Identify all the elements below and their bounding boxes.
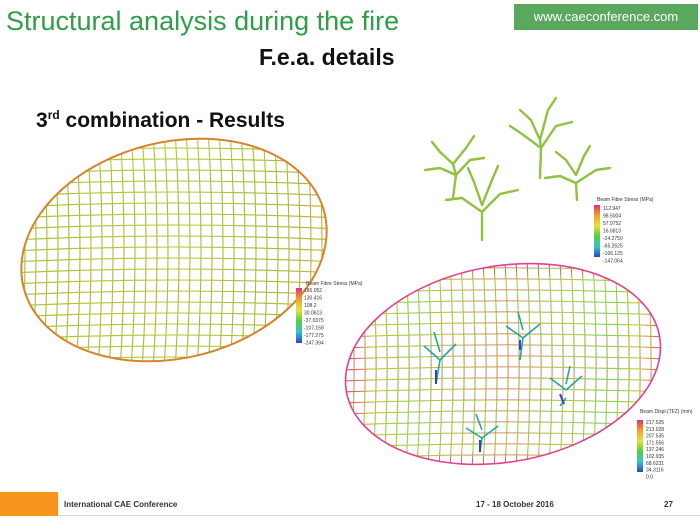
section-heading: 3rd combination - Results <box>36 108 285 133</box>
legend-value: 34.3116 <box>646 468 664 474</box>
legend-trees-title: Beam Fibre Stress (MPa) <box>597 197 654 203</box>
legend-value: 213.028 <box>646 427 664 433</box>
legend-bottom: Beam Displ.(TFZ) (mm) 217.525213.028207.… <box>637 409 693 480</box>
legend-value: 171.556 <box>646 440 664 446</box>
legend-value: -24.2750 <box>603 236 623 242</box>
legend-left: Beam Fibre Stress (MPa) 186.052 130.41610… <box>296 281 363 347</box>
legend-value: 30.0613 <box>304 311 322 317</box>
legend-value: 186.052 <box>304 288 322 294</box>
legend-value: 102.935 <box>646 454 664 460</box>
tree-columns-diagram <box>423 96 612 242</box>
legend-left-title: Beam Fibre Stress (MPa) <box>306 281 363 287</box>
legend-value: 0.0 <box>646 474 653 480</box>
footer-accent-bar <box>0 492 58 516</box>
section-prefix: 3 <box>36 109 48 132</box>
legend-value: 137.246 <box>646 447 664 453</box>
legend-value: 207.535 <box>646 434 664 440</box>
legend-value: -177.275 <box>304 333 324 339</box>
right-displacement-mesh <box>339 256 674 471</box>
legend-value: 57.9752 <box>603 221 621 227</box>
legend-value: -65.2625 <box>603 244 623 250</box>
legend-value: 16.6813 <box>603 229 621 235</box>
legend-value: 217.525 <box>646 420 664 426</box>
site-url-badge[interactable]: www.caeconference.com <box>514 4 698 30</box>
legend-value: 112.947 <box>603 206 621 212</box>
legend-bottom-title: Beam Displ.(TFZ) (mm) <box>640 409 693 415</box>
legend-value: -107.158 <box>304 326 324 332</box>
footer-divider <box>58 515 700 516</box>
section-superscript: rd <box>47 108 60 122</box>
legend-value: -247.394 <box>304 341 324 347</box>
slide-subtitle: F.e.a. details <box>259 44 395 70</box>
legend-value: -106.125 <box>603 251 623 257</box>
legend-value: -37.0375 <box>304 318 324 324</box>
footer-conference: International CAE Conference <box>64 500 178 509</box>
section-heading-text: combination - Results <box>59 109 285 132</box>
footer-dates: 17 - 18 October 2016 <box>476 500 554 509</box>
legend-value: 108.2 <box>304 303 317 309</box>
left-stress-mesh <box>9 125 345 371</box>
slide-title: Structural analysis during the fire <box>6 6 400 36</box>
legend-value: 68.6231 <box>646 461 664 467</box>
legend-trees: Beam Fibre Stress (MPa) 112.947 98.500457… <box>594 197 654 265</box>
legend-value: 130.416 <box>304 296 322 302</box>
footer-page-number: 27 <box>664 500 673 509</box>
legend-value: -147.064 <box>603 259 623 265</box>
legend-value: 98.5004 <box>603 214 621 220</box>
